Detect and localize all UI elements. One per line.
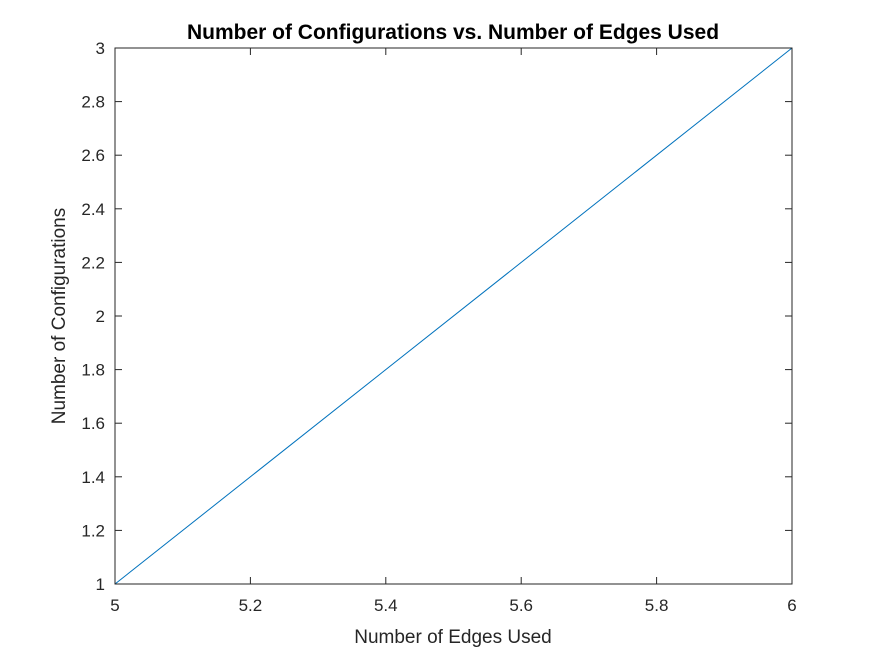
y-tick-label: 1 (96, 575, 105, 594)
x-tick-label: 5.4 (374, 596, 398, 615)
y-tick-label: 2 (96, 307, 105, 326)
data-series (114, 47, 793, 585)
x-tick-label: 5.8 (645, 596, 669, 615)
tick-labels: 5 5.2 5.4 5.6 5.8 6 1 1.2 1.4 1.6 1.8 2 2.2 2.4 2.6 2.8… (81, 39, 796, 615)
x-tick-label: 5 (110, 596, 119, 615)
y-tick-label: 2.4 (81, 200, 105, 219)
y-tick-label: 1.8 (81, 361, 105, 380)
y-tick-label: 1.6 (81, 414, 105, 433)
y-tick-label: 1.4 (81, 468, 105, 487)
y-tick-label: 2.2 (81, 253, 105, 272)
y-tick-label: 3 (96, 39, 105, 58)
x-tick-label: 5.2 (239, 596, 263, 615)
y-tick-label: 2.8 (81, 93, 105, 112)
x-axis-label: Number of Edges Used (354, 627, 552, 648)
chart-title: Number of Configurations vs. Number of E… (187, 21, 719, 44)
x-tick-label: 6 (787, 596, 796, 615)
y-tick-label: 1.2 (81, 521, 105, 540)
x-tick-label: 5.6 (509, 596, 533, 615)
y-tick-label: 2.6 (81, 146, 105, 165)
series-line (114, 47, 793, 585)
y-axis-label: Number of Configurations (49, 208, 70, 425)
axes-box (114, 47, 793, 585)
